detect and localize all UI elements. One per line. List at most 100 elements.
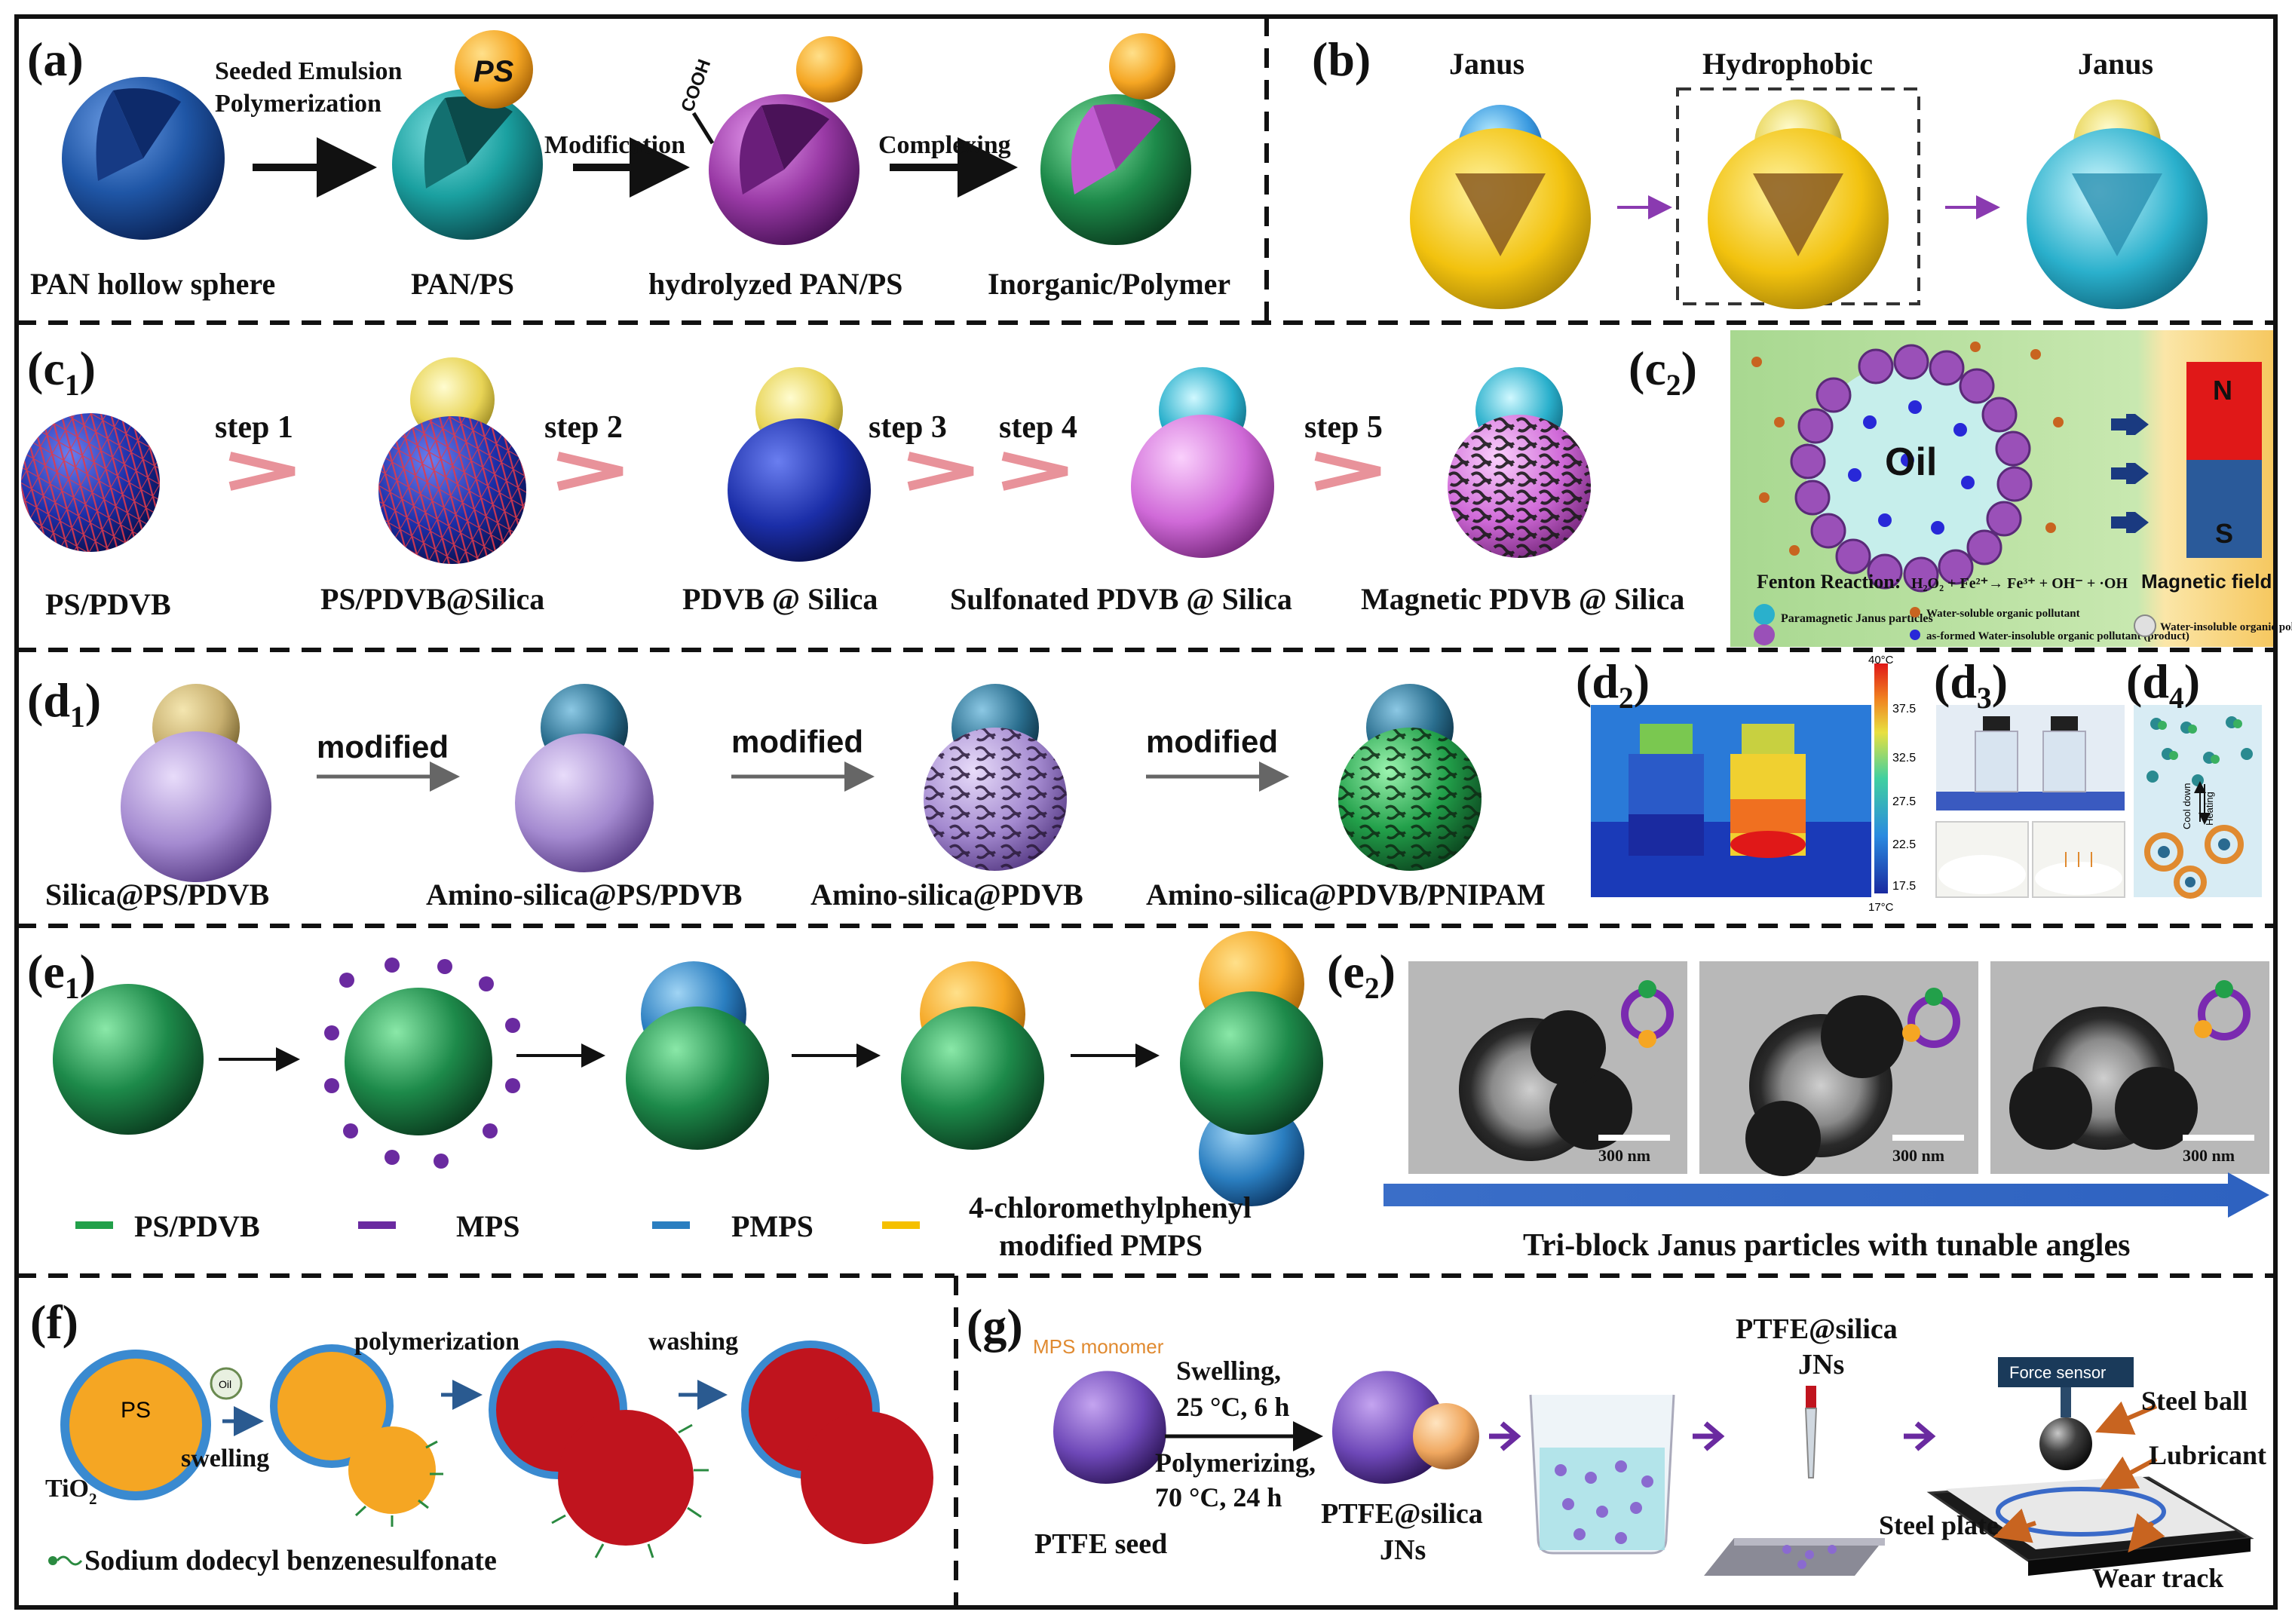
panel-g-tag: (g)	[967, 1299, 1023, 1353]
step-4-label: step 4	[999, 410, 1077, 445]
oil-label: Oil	[1885, 440, 1937, 484]
caption-inorganic-polymer: Inorganic/Polymer	[988, 267, 1230, 301]
ptfe-seed-label: PTFE seed	[1034, 1528, 1167, 1560]
scale-bottom: 17°C	[1868, 901, 1894, 914]
jns-label-1b: JNs	[1380, 1534, 1426, 1566]
swollen-particle	[270, 1344, 443, 1527]
magnet-s: S	[2215, 518, 2233, 549]
heating-label: Heating	[2204, 792, 2215, 826]
scale-label-2: 300 nm	[1892, 1146, 1944, 1165]
panel-frame	[14, 14, 2278, 1610]
mps-decorated-sphere	[324, 958, 520, 1169]
jns-label-2a: PTFE@silica	[1736, 1313, 1898, 1345]
amino-silica-pnipam-particle	[1338, 684, 1482, 871]
ptfe-seed	[1053, 1371, 1166, 1484]
beaker	[1529, 1394, 1675, 1555]
lubricant-label: Lubricant	[2149, 1440, 2266, 1470]
magnetic-pdvb-particle	[1448, 367, 1591, 558]
hydrolyzed-pan-ps: COOH	[677, 36, 863, 245]
washed-particle	[741, 1341, 933, 1544]
pdvb-silica-particle	[728, 367, 871, 562]
ps-label-f: PS	[121, 1398, 151, 1423]
jns-label-1a: PTFE@silica	[1321, 1498, 1483, 1530]
complexing-label: Complexing	[878, 131, 1011, 159]
janus-particle-cyan	[2027, 100, 2208, 309]
sulfonated-pdvb-particle	[1131, 367, 1274, 558]
tem-image-2: 300 nm	[1699, 961, 1978, 1176]
magnet-n: N	[2213, 375, 2232, 406]
hydrophobic-particle	[1708, 100, 1889, 309]
step-2-label: step 2	[544, 410, 623, 445]
caption-ps-pdvb: PS/PDVB	[45, 587, 171, 621]
polymerizing-cond-2: 70 °C, 24 h	[1155, 1482, 1282, 1512]
wear-track-label: Wear track	[2092, 1563, 2223, 1593]
caption-ps-pdvb-silica: PS/PDVB@Silica	[320, 582, 544, 616]
pan-hollow-sphere	[62, 77, 225, 240]
ps-pdvb-particle	[21, 413, 160, 552]
caption-pan-ps: PAN/PS	[411, 267, 514, 301]
field-arrows	[2111, 414, 2149, 533]
mps-monomer-label: MPS monomer	[1033, 1335, 1164, 1358]
washing-label: washing	[648, 1328, 738, 1356]
seeded-label-2: Polymerization	[215, 90, 381, 118]
panel-c2-tag: (c2)	[1629, 342, 1697, 402]
legend-ps-pdvb: PS/PDVB	[134, 1209, 260, 1243]
panel-d2-tag: (d2)	[1576, 654, 1650, 715]
label-janus-left: Janus	[1449, 47, 1524, 81]
step-5-label: step 5	[1304, 410, 1383, 445]
step-chevrons	[228, 452, 1381, 491]
oil-icon-label: Oil	[219, 1378, 231, 1390]
legend-janus: Paramagnetic Janus particles	[1781, 612, 1933, 625]
c2-legend: Paramagnetic Janus particles Water-solub…	[1754, 604, 2292, 645]
legend-as-formed: as-formed Water-insoluble organic pollut…	[1926, 630, 2189, 642]
panel-d1-tag: (d1)	[27, 673, 101, 734]
caption-pdvb-silica: PDVB @ Silica	[682, 582, 878, 616]
amino-silica-ps-pdvb-particle	[515, 684, 654, 872]
polymerization-label: polymerization	[354, 1328, 519, 1356]
magnet: N S	[2186, 362, 2262, 558]
swelling-cond-2: 25 °C, 6 h	[1176, 1392, 1289, 1422]
step-3-label: step 3	[869, 410, 947, 445]
caption-sulfonated: Sulfonated PDVB @ Silica	[950, 582, 1292, 616]
modified-label-1: modified	[317, 729, 449, 765]
step-1-label: step 1	[215, 410, 293, 445]
triblock-caption: Tri-block Janus particles with tunable a…	[1523, 1228, 2130, 1263]
arrow-to-beaker	[1489, 1421, 1521, 1451]
fenton-label: Fenton Reaction:	[1757, 571, 1901, 593]
scale-top: 40°C	[1868, 654, 1894, 666]
panel-f: (f) PS TiO2 Oil swelling polymerization	[30, 1295, 933, 1577]
cool-down-label: Cool down	[2181, 783, 2192, 829]
tick-17-5: 17.5	[1892, 880, 1916, 893]
panel-g: (g) MPS monomer PTFE seed Swelling, 25 °…	[967, 1299, 2266, 1593]
ps-pdvb-silica-particle	[378, 357, 526, 564]
caption-magnetic: Magnetic PDVB @ Silica	[1361, 582, 1684, 616]
ps-tio2-particle: PS	[60, 1350, 211, 1500]
ps-badge: PS	[473, 55, 514, 88]
panel-e2: (e2) 300 nm 300 nm	[1327, 945, 2269, 1263]
label-janus-right: Janus	[2078, 47, 2153, 81]
polymerizing-cond-1: Polymerizing,	[1155, 1448, 1316, 1478]
fenton-equation: H₂O₂ + Fe²⁺→ Fe³⁺ + OH⁻ + ·OH	[1911, 575, 2128, 592]
arrow-to-dropper	[1693, 1421, 1725, 1451]
panel-e1: (e1) PS/PDV	[27, 931, 1323, 1262]
modification-label: Modification	[544, 131, 685, 159]
polymerized-particle	[489, 1341, 709, 1558]
jns-label-2b: JNs	[1798, 1349, 1844, 1380]
modified-label-2: modified	[731, 724, 863, 759]
steel-ball-label: Steel ball	[2141, 1386, 2248, 1416]
janus-particle-blue-cap	[1410, 105, 1591, 309]
seeded-label-1: Seeded Emulsion	[215, 57, 403, 85]
tem-image-3: 300 nm	[1990, 961, 2269, 1174]
panel-d4-tag: (d4)	[2126, 654, 2200, 715]
caption-amino-pdvb: Amino-silica@PDVB	[810, 878, 1083, 912]
legend-mps: MPS	[456, 1209, 519, 1243]
caption-pan-hollow: PAN hollow sphere	[30, 267, 275, 301]
panel-e2-tag: (e2)	[1327, 945, 1396, 1005]
panel-d2: (d2) 40°C 37.5 32.5 27.5 22.5 17.5 17°C	[1576, 654, 1916, 914]
legend-chloromethyl-2: modified PMPS	[999, 1228, 1203, 1262]
force-sensor-label: Force sensor	[2009, 1363, 2106, 1382]
panel-a-tag: (a)	[27, 32, 84, 86]
pmps-janus	[626, 961, 769, 1150]
swelling-cond-1: Swelling,	[1176, 1356, 1281, 1386]
